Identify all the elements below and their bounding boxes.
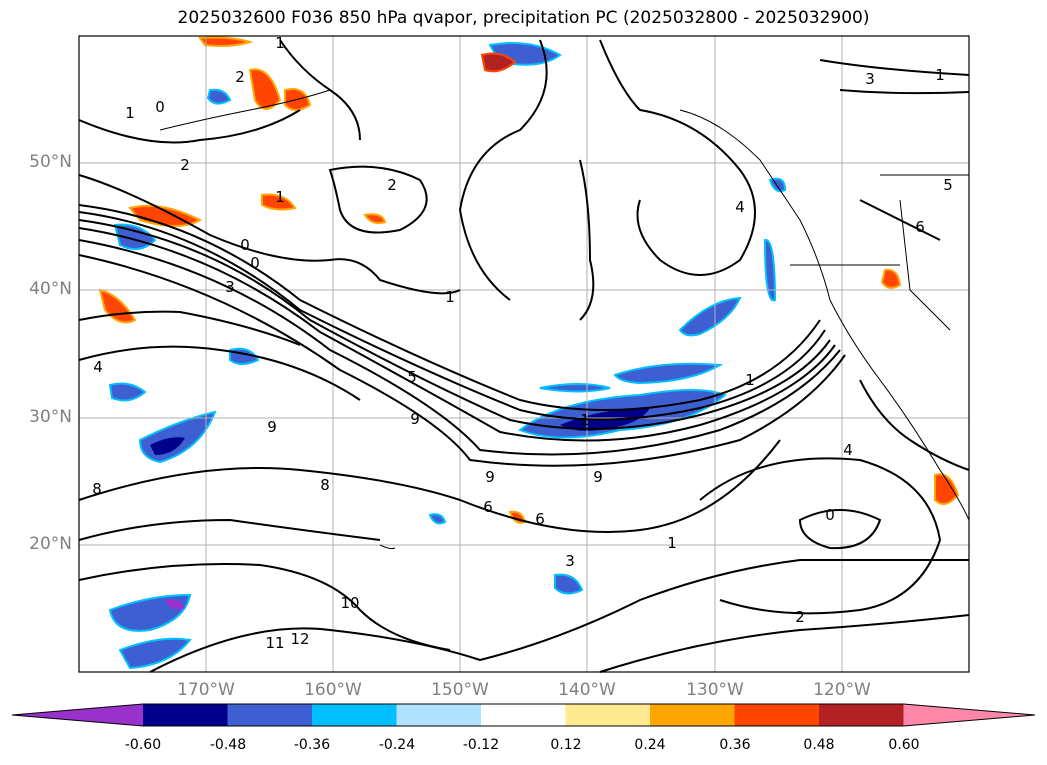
contour-label: 11 — [265, 634, 284, 652]
lon-label-140w: 140°W — [558, 680, 616, 700]
colorbar-extend-min — [12, 704, 143, 726]
precip-negative-band — [768, 177, 787, 193]
colorbar-segment — [227, 704, 313, 726]
contour-label: 9 — [410, 410, 420, 428]
contour-label: 0 — [250, 254, 260, 272]
contour-label: 2 — [387, 176, 397, 194]
lon-label-130w: 130°W — [686, 680, 744, 700]
contour-label: 9 — [485, 468, 495, 486]
contour-label: 3 — [565, 552, 575, 570]
contour-label: 6 — [535, 510, 545, 528]
precip-positive-band — [261, 193, 297, 211]
colorbar-tick-label: -0.12 — [462, 737, 500, 753]
contour-label: 1 — [275, 34, 285, 52]
colorbar-extend-max — [903, 704, 1035, 726]
contour-label: 2 — [235, 68, 245, 86]
contour-label: 9 — [593, 468, 603, 486]
contour-label: 4 — [735, 198, 745, 216]
contour-label: 0 — [155, 98, 165, 116]
colorbar-tick-label: -0.36 — [293, 737, 331, 753]
colorbar-outline — [11, 703, 1036, 727]
colorbar-tick-label: -0.24 — [378, 737, 416, 753]
precipitation-fill — [98, 36, 960, 670]
lat-label-30n: 30°N — [29, 407, 72, 427]
contour-label: 1 — [125, 104, 135, 122]
precip-positive-band — [248, 68, 282, 110]
contour-label: 6 — [483, 498, 493, 516]
contour-label: 10 — [340, 594, 359, 612]
contour-label: 3 — [865, 70, 875, 88]
contour-label: 4 — [93, 358, 103, 376]
lat-label-20n: 20°N — [29, 534, 72, 554]
lat-label-50n: 50°N — [29, 152, 72, 172]
colorbar-segment — [143, 704, 228, 726]
contour-label: 4 — [843, 441, 853, 459]
colorbar-tick-label: 0.48 — [803, 737, 835, 753]
precip-negative-band — [539, 383, 611, 393]
contour-label: 1 — [935, 66, 945, 84]
contour-label: 12 — [290, 630, 309, 648]
lon-label-170w: 170°W — [177, 680, 235, 700]
colorbar-segment — [396, 704, 482, 726]
colorbar-segment — [481, 704, 566, 726]
colorbar-tick-label: 0.12 — [550, 737, 582, 753]
contour-label: 1 — [445, 288, 455, 306]
colorbar-segment — [734, 704, 820, 726]
contour-label: 2 — [795, 608, 805, 626]
contour-label: 1 — [745, 371, 755, 389]
precip-negative-band — [108, 382, 147, 402]
precip-negative-band — [428, 513, 447, 525]
contour-label: 1 — [667, 534, 677, 552]
contour-label: 9 — [267, 418, 277, 436]
qvapor-contours — [78, 39, 970, 673]
precip-negative-band — [206, 88, 232, 105]
contour-label: 0 — [825, 506, 835, 524]
contour-label: 2 — [180, 156, 190, 174]
precip-positive-band — [880, 268, 902, 289]
lon-label-120w: 120°W — [813, 680, 871, 700]
precip-negative-band — [678, 296, 742, 337]
precip-negative-core — [150, 437, 185, 455]
colorbar-tick-label: -0.48 — [209, 737, 247, 753]
figure-title: 2025032600 F036 850 hPa qvapor, precipit… — [177, 8, 870, 28]
precip-positive-band — [198, 36, 254, 47]
colorbar-tick-label: 0.24 — [634, 737, 666, 753]
contour-label: 3 — [225, 278, 235, 296]
colorbar-segment — [819, 704, 904, 726]
contour-label: 6 — [915, 218, 925, 236]
contour-label: 1 — [580, 411, 590, 429]
coastlines — [159, 89, 970, 550]
contour-label: 5 — [407, 368, 417, 386]
contour-label: 5 — [943, 176, 953, 194]
precip-positive-band — [480, 52, 517, 73]
precip-negative-band — [554, 573, 584, 595]
map-background — [79, 36, 969, 672]
contour-label: 0 — [240, 236, 250, 254]
precip-negative-band — [118, 637, 192, 670]
colorbar-segment — [650, 704, 735, 726]
lat-label-40n: 40°N — [29, 279, 72, 299]
colorbar — [11, 703, 1036, 727]
map-frame — [78, 35, 970, 673]
contour-label: 1 — [275, 188, 285, 206]
colorbar-tick-label: 0.60 — [888, 737, 920, 753]
colorbar-segment — [565, 704, 651, 726]
precip-negative-band — [613, 362, 724, 385]
precip-negative-core — [165, 599, 185, 610]
colorbar-tick-label: -0.60 — [124, 737, 162, 753]
precip-negative-band — [763, 239, 777, 302]
colorbar-segment — [312, 704, 397, 726]
colorbar-tick-label: 0.36 — [719, 737, 751, 753]
lon-label-150w: 150°W — [431, 680, 489, 700]
precip-positive-band — [363, 213, 387, 225]
contour-label: 8 — [320, 476, 330, 494]
lon-label-160w: 160°W — [304, 680, 362, 700]
contour-label: 8 — [92, 480, 102, 498]
